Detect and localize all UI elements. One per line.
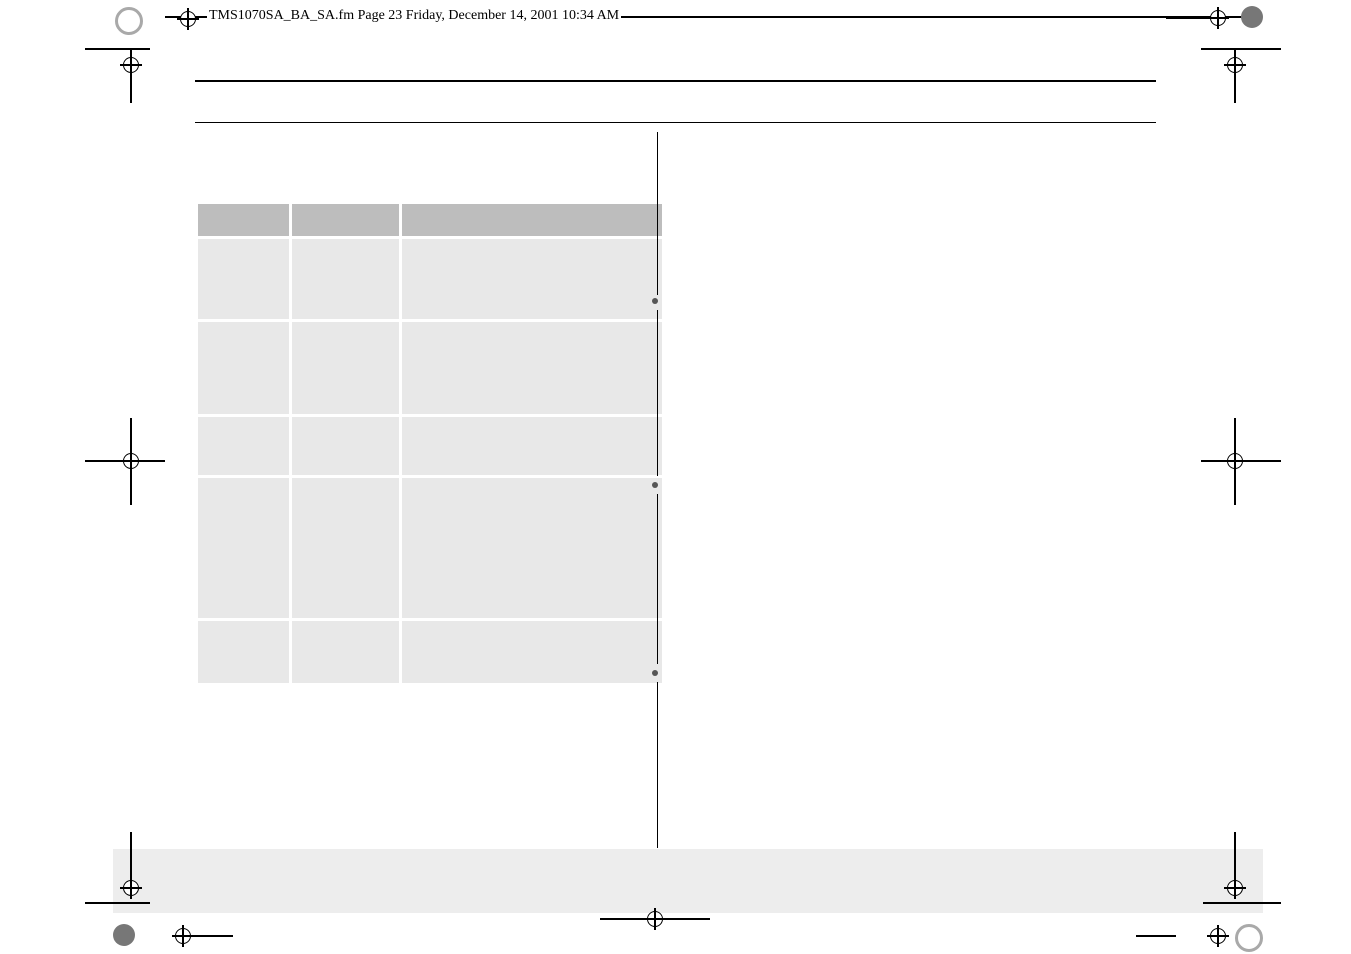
reg-line xyxy=(1234,470,1236,505)
reg-line xyxy=(130,418,132,453)
reg-target-icon xyxy=(647,911,663,927)
column-divider-segment xyxy=(657,310,658,476)
page-root: TMS1070SA_BA_SA.fm Page 23 Friday, Decem… xyxy=(0,0,1351,954)
table-cell xyxy=(292,417,399,475)
table-row xyxy=(198,322,662,414)
bullet-dot xyxy=(652,298,658,304)
reg-target-icon xyxy=(175,928,191,944)
column-divider-segment xyxy=(657,494,658,664)
reg-target-icon xyxy=(123,57,139,73)
table-head xyxy=(198,204,662,236)
reg-target-icon xyxy=(1227,453,1243,469)
reg-line xyxy=(140,460,165,462)
reg-line xyxy=(665,918,710,920)
table-cell xyxy=(198,322,289,414)
reg-target-icon xyxy=(123,453,139,469)
table-cell xyxy=(402,417,662,475)
table-cell xyxy=(402,322,662,414)
header-filename: TMS1070SA_BA_SA.fm Page 23 Friday, Decem… xyxy=(207,8,621,24)
reg-target-icon xyxy=(180,11,196,27)
table-cell xyxy=(402,621,662,683)
table-row xyxy=(198,417,662,475)
table-header-cell xyxy=(198,204,289,236)
table-cell xyxy=(292,322,399,414)
reg-line xyxy=(1201,48,1281,50)
reg-line xyxy=(130,470,132,505)
reg-disc-icon xyxy=(113,924,135,946)
reg-target-icon xyxy=(1210,10,1226,26)
table-cell xyxy=(402,478,662,618)
left-column xyxy=(195,125,665,854)
right-column xyxy=(687,125,1157,854)
reg-target-icon xyxy=(1210,928,1226,944)
reg-target-icon xyxy=(1227,57,1243,73)
table-cell xyxy=(292,239,399,319)
columns xyxy=(195,125,1156,854)
table-cell xyxy=(292,621,399,683)
reg-line xyxy=(85,460,123,462)
table-cell xyxy=(198,621,289,683)
reg-mid-right xyxy=(1201,418,1281,508)
reg-line xyxy=(1234,418,1236,453)
content-rule-second xyxy=(195,122,1156,123)
table-header-cell xyxy=(292,204,399,236)
reg-disc-icon xyxy=(1235,924,1263,952)
reg-line xyxy=(1136,935,1176,937)
data-table xyxy=(195,201,665,686)
reg-top-right xyxy=(1141,2,1281,112)
column-divider-segment xyxy=(657,682,658,848)
table-row xyxy=(198,239,662,319)
table-cell xyxy=(198,417,289,475)
table-row xyxy=(198,478,662,618)
table-header-row xyxy=(198,204,662,236)
reg-top-left xyxy=(85,2,205,112)
bullet-dot xyxy=(652,670,658,676)
table-body xyxy=(198,239,662,683)
table-row xyxy=(198,621,662,683)
reg-line xyxy=(193,935,233,937)
bullet-dot xyxy=(652,482,658,488)
reg-line xyxy=(1234,48,1236,103)
footer-band xyxy=(113,849,1263,913)
table-cell xyxy=(292,478,399,618)
column-divider-segment xyxy=(657,132,658,295)
table-cell xyxy=(198,239,289,319)
content-rule-top xyxy=(195,80,1156,82)
reg-disc-icon xyxy=(115,7,143,35)
reg-line xyxy=(600,918,645,920)
reg-line xyxy=(130,48,132,103)
table-cell xyxy=(402,239,662,319)
table-header-cell xyxy=(402,204,662,236)
reg-line xyxy=(1201,460,1226,462)
reg-line xyxy=(1243,460,1281,462)
reg-line xyxy=(85,48,150,50)
reg-mid-left xyxy=(85,418,165,508)
table-cell xyxy=(198,478,289,618)
